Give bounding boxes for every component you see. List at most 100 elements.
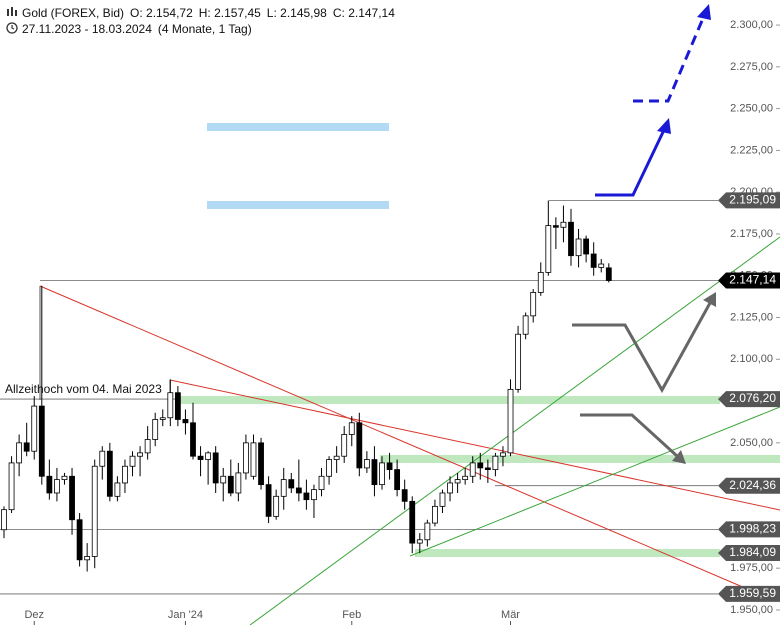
trend-line: [409, 406, 780, 557]
y-tick-label: 1.975,00: [730, 562, 773, 574]
candle-body: [371, 459, 378, 486]
header-line: 27.11.2023 - 18.03.2024 (4 Monate, 1 Tag): [6, 21, 401, 37]
candle-body: [394, 469, 401, 491]
arrow-head: [703, 292, 716, 307]
annotations: Allzeithoch vom 04. Mai 2023: [5, 4, 780, 625]
candle-body: [91, 465, 98, 557]
price-marker-label: 1.984,09: [729, 545, 776, 559]
candle-body: [69, 475, 75, 521]
candle-body: [583, 238, 590, 255]
candle-body: [144, 439, 151, 454]
resistance-zone: [207, 201, 389, 209]
candle-body: [205, 452, 212, 460]
candle-body: [424, 522, 431, 541]
axis: 1.950,001.975,002.000,002.025,002.050,00…: [0, 19, 780, 625]
arrow: [595, 129, 666, 197]
candle-body: [84, 556, 91, 561]
candle-body: [484, 467, 491, 470]
candle-body: [31, 405, 38, 452]
arrow: [633, 15, 706, 103]
candle-body: [386, 462, 393, 470]
candle-body: [341, 434, 348, 457]
candle-body: [605, 267, 612, 281]
ohlc: O: 2.154,72: [130, 6, 193, 20]
arrow: [580, 413, 679, 458]
candle-body: [447, 482, 453, 494]
resistance-zone: [207, 123, 389, 131]
candle-body: [477, 462, 484, 469]
candle-body: [182, 419, 189, 424]
candle-body: [303, 492, 310, 501]
candle-body: [469, 462, 476, 477]
arrow: [572, 302, 712, 394]
ohlc: H: 2.157,45: [198, 6, 261, 20]
ohlc: C: 2.147,14: [332, 6, 395, 20]
candle-body: [220, 475, 227, 484]
candle-body: [409, 500, 416, 544]
price-marker: [718, 521, 780, 538]
price-marker-label: 2.024,36: [729, 478, 776, 492]
candle-body: [76, 519, 83, 561]
candle-body: [311, 489, 317, 501]
candle-body: [273, 495, 280, 517]
candle-body: [122, 465, 128, 484]
candle-body: [46, 475, 53, 494]
x-tick-label: Jan '24: [168, 609, 203, 621]
candle-body: [212, 452, 219, 484]
arrow-head: [672, 450, 686, 464]
support-zone: [415, 549, 720, 557]
candle-body: [167, 392, 174, 419]
price-marker-label: 2.076,20: [729, 391, 776, 405]
candle-body: [318, 475, 325, 491]
candle-body: [235, 472, 242, 494]
price-marker: [718, 272, 780, 289]
candle-body: [137, 452, 143, 457]
candle-body: [174, 392, 181, 420]
candle-body: [8, 462, 15, 511]
y-tick-label: 2.225,00: [730, 144, 773, 156]
support-zone: [180, 396, 720, 404]
candle-body: [54, 479, 60, 494]
y-tick-label: 2.125,00: [730, 311, 773, 323]
candle-body: [280, 479, 287, 497]
y-tick-label: 1.950,00: [730, 604, 773, 616]
candle-body: [16, 442, 23, 464]
price-marker: [718, 585, 780, 602]
candle-body: [333, 455, 340, 460]
header: Gold (FOREX, Bid) O: 2.154,72 H: 2.157,45 L…: [6, 5, 401, 37]
candle-body: [432, 505, 438, 524]
x-tick-label: Feb: [342, 609, 361, 621]
candle-body: [462, 475, 469, 481]
x-tick-label: Dez: [24, 609, 44, 621]
price-marker: [718, 477, 780, 494]
price-marker-label: 2.147,14: [729, 273, 776, 287]
candle-body: [326, 459, 332, 477]
support-zone: [380, 455, 780, 463]
chart-icon: [7, 7, 17, 16]
candle-body: [560, 221, 567, 228]
y-tick-label: 2.250,00: [730, 103, 773, 115]
candle-body: [401, 489, 408, 502]
ohlc: L: 2.145,98: [266, 6, 327, 20]
candle-body: [197, 455, 204, 460]
arrow-head: [697, 4, 711, 20]
candle-body: [590, 253, 597, 268]
candle-body: [530, 292, 537, 317]
candle-body: [545, 225, 552, 273]
y-tick-label: 2.275,00: [730, 61, 773, 73]
annotation: Allzeithoch vom 04. Mai 2023: [5, 382, 162, 396]
y-tick-label: 2.100,00: [730, 353, 773, 365]
symbol: Gold (FOREX, Bid): [22, 6, 125, 20]
candle-body: [243, 442, 249, 474]
candle-body: [348, 422, 355, 435]
candle-body: [439, 492, 446, 507]
candle-body: [356, 422, 363, 469]
candle-body: [507, 388, 514, 454]
candle-body: [159, 417, 166, 420]
candle-body: [258, 442, 264, 486]
candle-body: [99, 450, 106, 467]
candle-body: [416, 539, 423, 544]
trend-line: [169, 379, 780, 511]
candle-body: [454, 479, 461, 484]
